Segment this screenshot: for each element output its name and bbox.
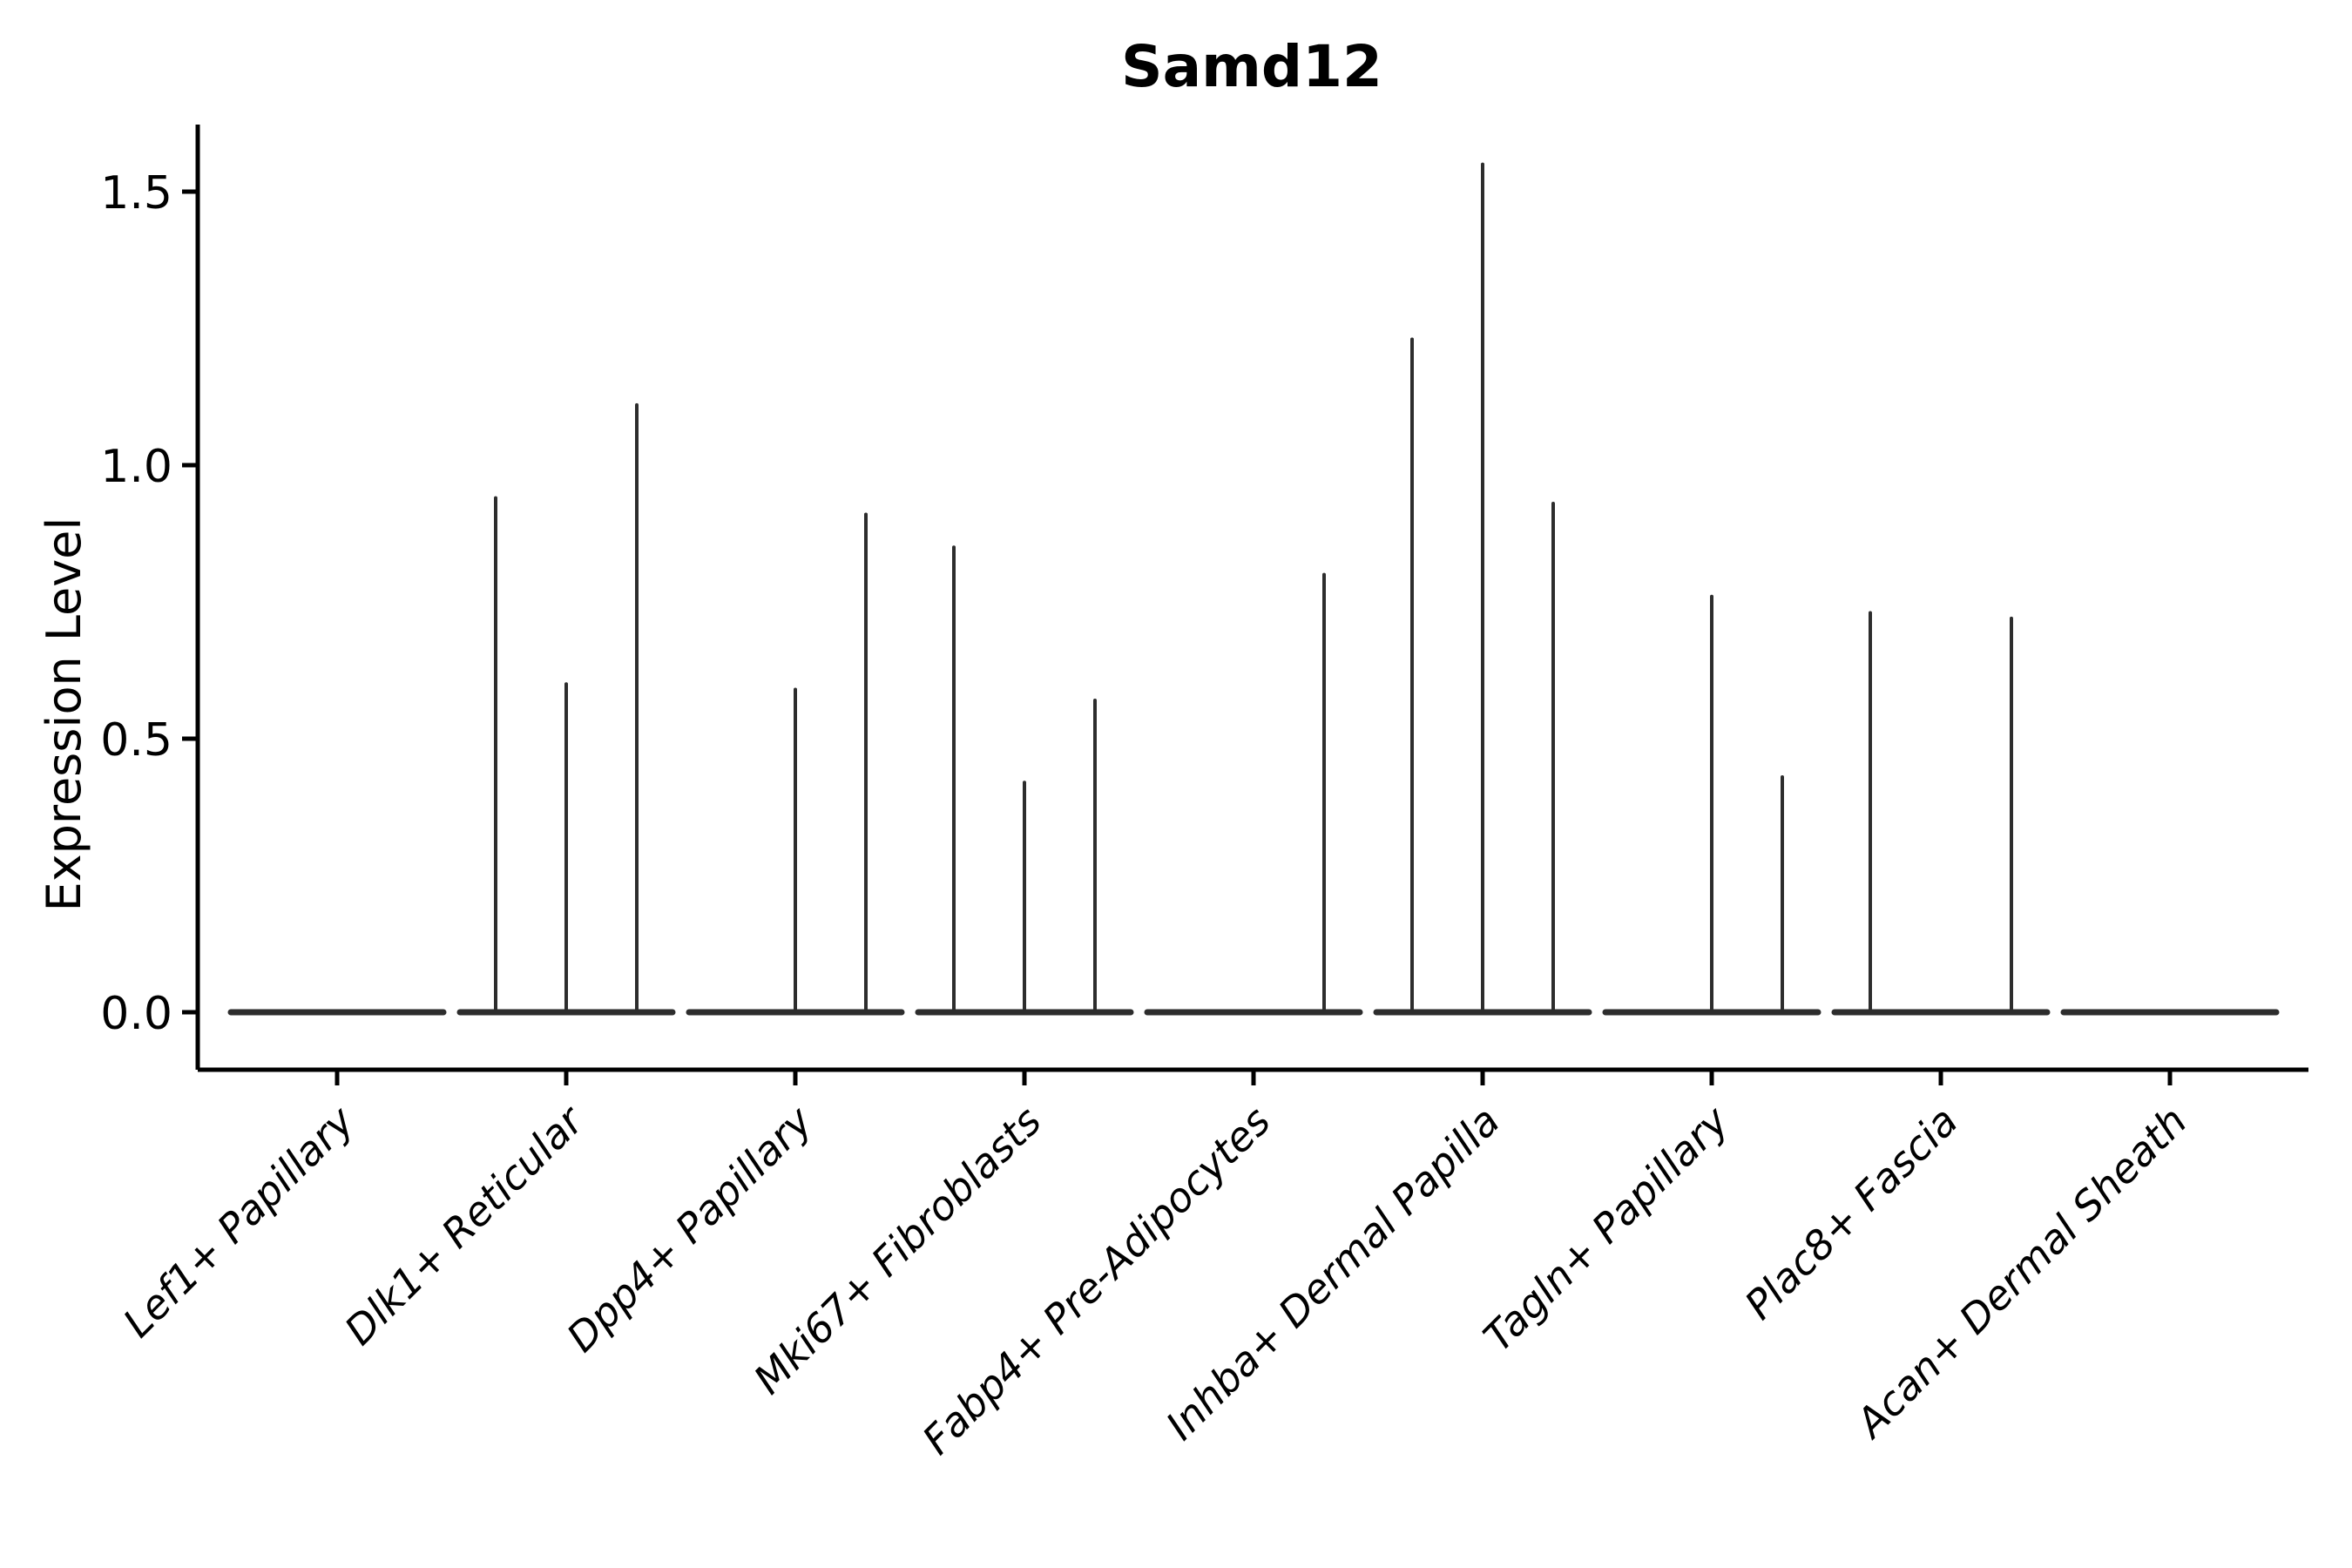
y-tick-label: 1.0 [100, 441, 172, 493]
y-tick-label: 0.5 [100, 714, 172, 767]
x-category-label: Dlk1+ Reticular [335, 1095, 594, 1354]
x-category-label: Dpp4+ Papillary [558, 1097, 821, 1361]
x-category-label: Tagln+ Papillary [1474, 1097, 1738, 1361]
y-tick-label: 1.5 [100, 167, 172, 220]
x-category-label: Lef1+ Papillary [114, 1097, 363, 1346]
y-tick-label: 0.0 [100, 988, 172, 1040]
x-category-label: Plac8+ Fascia [1735, 1098, 1966, 1328]
chart-title: Samd12 [1121, 33, 1382, 100]
y-axis-label: Expression Level [37, 517, 91, 912]
